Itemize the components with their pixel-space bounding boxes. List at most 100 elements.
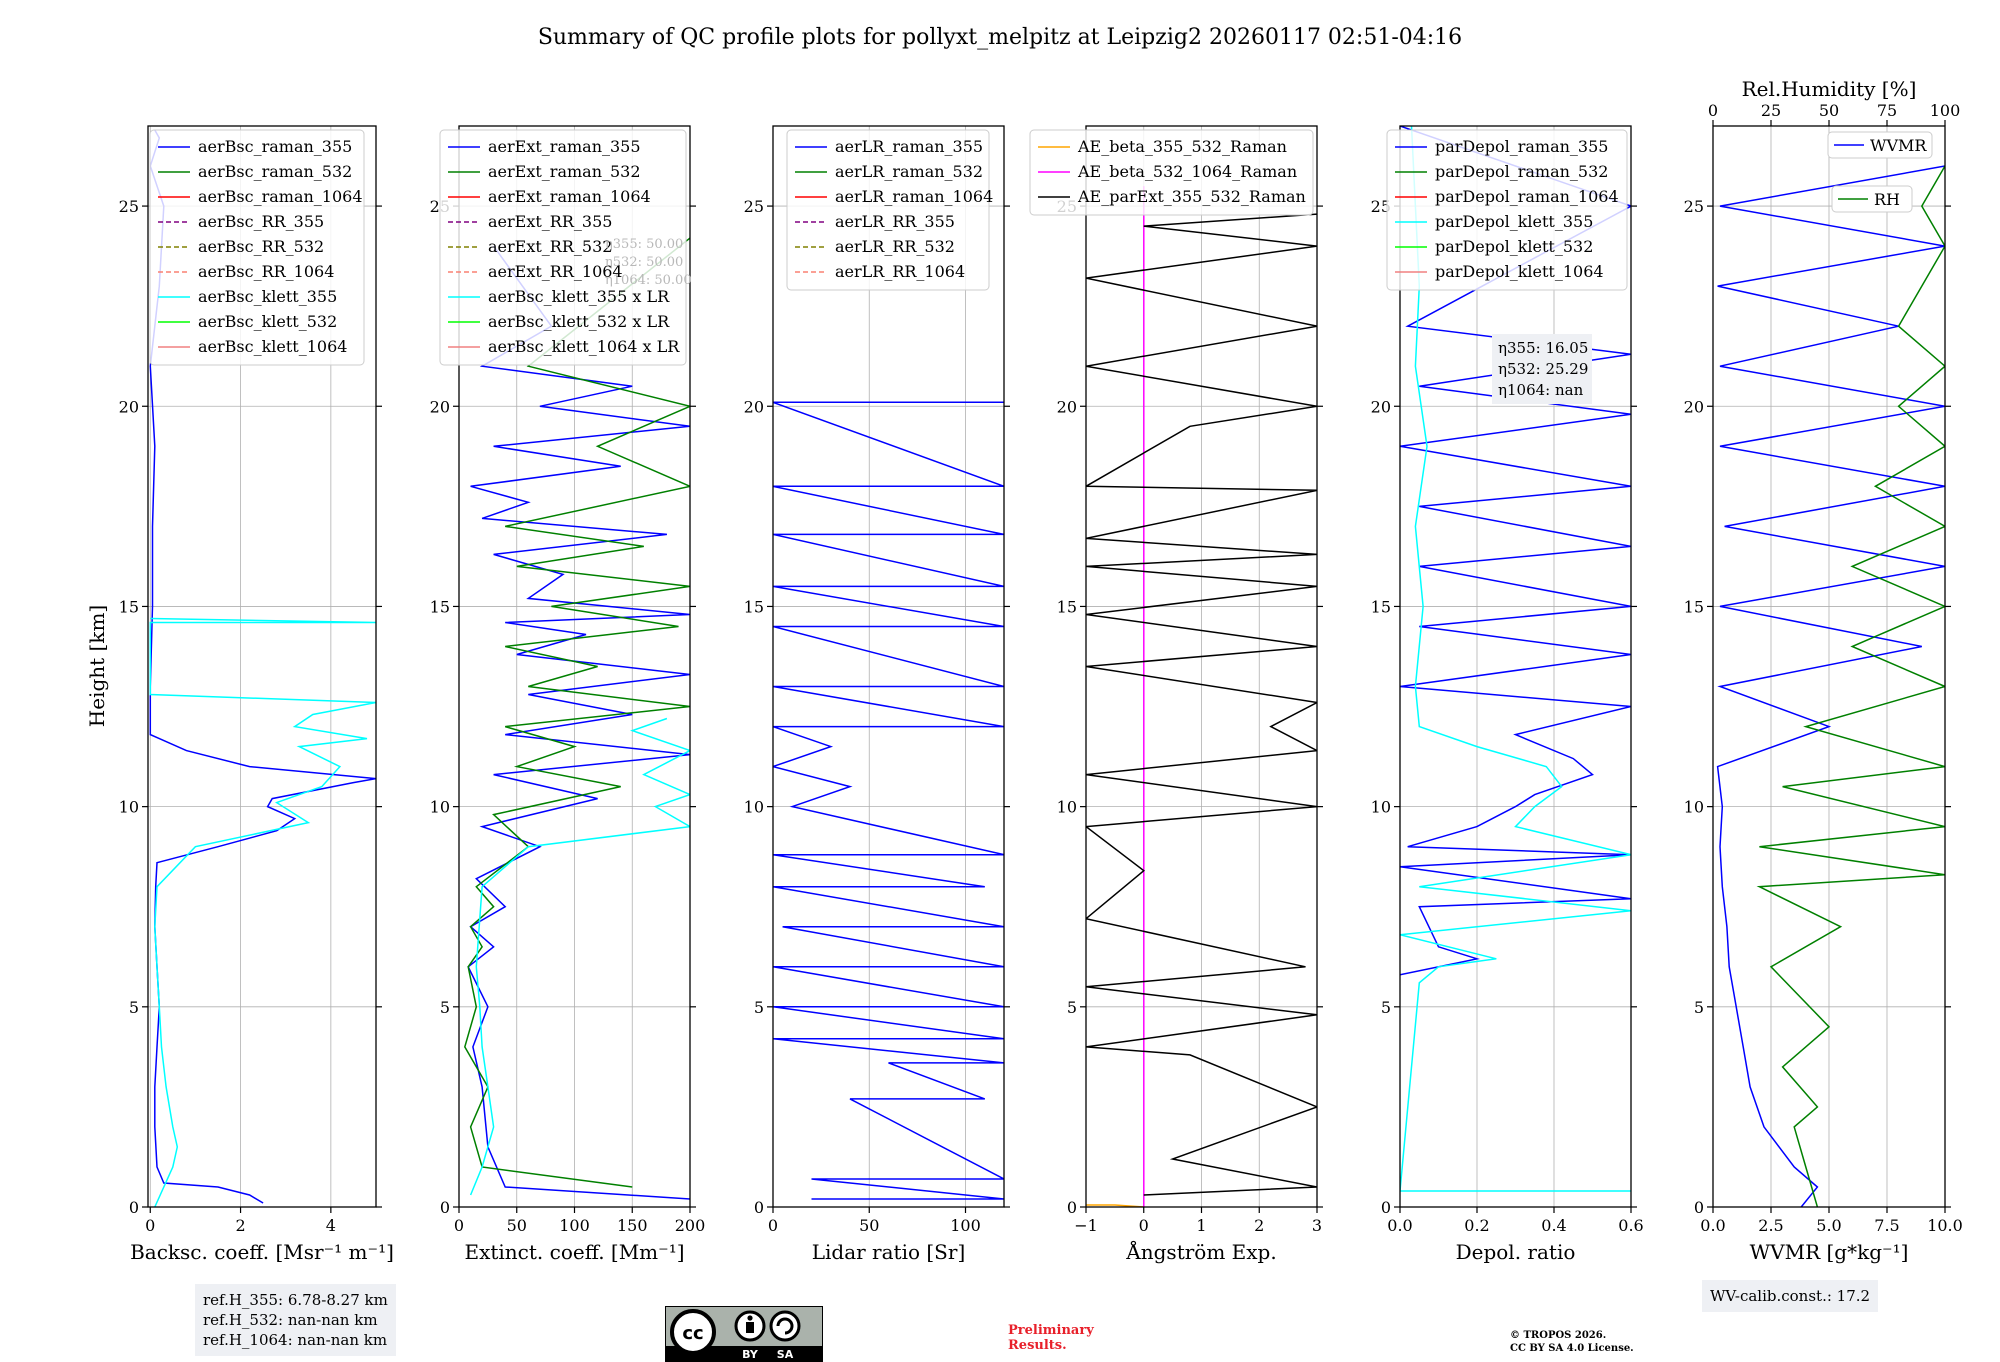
x-tick-label: 0 xyxy=(145,1216,155,1235)
legend-label: parDepol_klett_532 xyxy=(1435,237,1593,256)
legend-label: aerExt_RR_532 xyxy=(488,237,612,256)
eta-faded-line: η532: 50.00 xyxy=(605,255,683,270)
by-label: BY xyxy=(742,1348,759,1361)
series-aerlr-raman-355 xyxy=(773,401,1004,1200)
series-aerext-raman-532 xyxy=(463,237,690,1188)
y-tick-label: 15 xyxy=(1684,597,1704,616)
reference-height-box: ref.H_355: 6.78-8.27 km ref.H_532: nan-n… xyxy=(195,1284,396,1356)
legend-label: aerLR_raman_1064 xyxy=(835,187,993,206)
legend-label: aerLR_raman_532 xyxy=(835,162,983,181)
x-tick-label: 0 xyxy=(454,1216,464,1235)
series-aerbsc-klett-355 xyxy=(149,617,376,1207)
y-tick-label: 10 xyxy=(1684,798,1704,817)
legend-label: parDepol_raman_532 xyxy=(1435,162,1608,181)
legend-label: RH xyxy=(1874,190,1900,209)
y-tick-label: 10 xyxy=(119,798,139,817)
top-axis-label: Rel.Humidity [%] xyxy=(1742,77,1917,101)
legend-box xyxy=(439,129,687,366)
cc-glyph: cc xyxy=(682,1323,703,1344)
preliminary-line-1: Preliminary xyxy=(1008,1323,1094,1338)
x-tick-label: 50 xyxy=(859,1216,879,1235)
x-tick-label: 2 xyxy=(235,1216,245,1235)
x-tick-label: 2 xyxy=(1254,1216,1264,1235)
top-x-tick-label: 25 xyxy=(1761,101,1781,120)
legend-label: parDepol_raman_1064 xyxy=(1435,187,1619,206)
y-tick-label: 5 xyxy=(1694,998,1704,1017)
y-tick-label: 20 xyxy=(1371,397,1391,416)
x-axis-label: Ångström Exp. xyxy=(1125,1239,1276,1264)
y-tick-label: 10 xyxy=(744,798,764,817)
eta-line: η532: 25.29 xyxy=(1498,360,1588,378)
x-tick-label: 0 xyxy=(1139,1216,1149,1235)
top-x-tick-label: 100 xyxy=(1930,101,1961,120)
series-ae-parext-355-532-raman xyxy=(1086,213,1317,1196)
top-x-tick-label: 75 xyxy=(1877,101,1897,120)
legend-label: aerBsc_raman_532 xyxy=(198,162,352,181)
legend-label: aerBsc_RR_532 xyxy=(198,237,324,256)
eta-faded-line: η1064: 50.00 xyxy=(605,273,692,288)
y-tick-label: 5 xyxy=(440,998,450,1017)
wv-calibration-box: WV-calib.const.: 17.2 xyxy=(1702,1280,1879,1312)
x-axis-label: Depol. ratio xyxy=(1456,1240,1576,1264)
series-pardepol-klett-355 xyxy=(1400,126,1631,1192)
x-tick-label: 2.5 xyxy=(1758,1216,1783,1235)
legend-box xyxy=(1386,129,1628,291)
legend-label: aerBsc_klett_532 xyxy=(198,312,337,331)
y-tick-label: 15 xyxy=(119,597,139,616)
series-pardepol-raman-355 xyxy=(1400,126,1631,976)
y-tick-label: 0 xyxy=(129,1198,139,1217)
figure-title: Summary of QC profile plots for pollyxt_… xyxy=(538,25,1462,50)
y-tick-label: 0 xyxy=(1381,1198,1391,1217)
y-tick-label: 10 xyxy=(1057,798,1077,817)
x-tick-label: 150 xyxy=(617,1216,648,1235)
copyright-line-2: CC BY SA 4.0 License. xyxy=(1510,1343,1634,1354)
legend-label: aerBsc_raman_1064 xyxy=(198,187,363,206)
series-aerbsc-raman-355 xyxy=(149,129,376,1204)
copyright-line-1: © TROPOS 2026. xyxy=(1510,1330,1607,1341)
legend-box xyxy=(1029,129,1314,216)
y-tick-label: 10 xyxy=(430,798,450,817)
legend-label: aerBsc_klett_355 x LR xyxy=(488,287,670,306)
legend-label: aerExt_raman_532 xyxy=(488,162,641,181)
x-tick-label: 100 xyxy=(950,1216,981,1235)
legend-label: aerLR_raman_355 xyxy=(835,137,983,156)
x-tick-label: 0.0 xyxy=(1700,1216,1725,1235)
legend-label: aerExt_raman_355 xyxy=(488,137,641,156)
x-axis-label: Backsc. coeff. [Msr⁻¹ m⁻¹] xyxy=(130,1240,394,1264)
x-tick-label: 100 xyxy=(559,1216,590,1235)
y-tick-label: 0 xyxy=(440,1198,450,1217)
x-tick-label: 0.0 xyxy=(1387,1216,1412,1235)
ref-height-1064: ref.H_1064: nan-nan km xyxy=(203,1331,388,1349)
axes-frame xyxy=(1399,125,1632,1208)
legend-label: parDepol_raman_355 xyxy=(1435,137,1608,156)
x-tick-label: 1 xyxy=(1196,1216,1206,1235)
y-tick-label: 25 xyxy=(119,197,139,216)
legend-box xyxy=(149,129,365,366)
y-tick-label: 15 xyxy=(1057,597,1077,616)
top-x-tick-label: 50 xyxy=(1819,101,1839,120)
legend-label: aerBsc_klett_532 x LR xyxy=(488,312,670,331)
x-tick-label: 200 xyxy=(675,1216,706,1235)
panel-lidar_ratio: 0 5 10 15 20 25 0 50 100 Lidar ratio [Sr] aerLR_ra… xyxy=(744,125,1010,1264)
copyright-note: © TROPOS 2026. CC BY SA 4.0 License. xyxy=(1510,1329,1634,1355)
legend-label: aerBsc_klett_1064 x LR xyxy=(488,337,680,356)
legend-label: AE_parExt_355_532_Raman xyxy=(1077,187,1306,206)
series-aerbsc-klett-355-x-lr xyxy=(469,717,690,1196)
x-tick-label: 0.6 xyxy=(1618,1216,1643,1235)
legend-label: aerBsc_raman_355 xyxy=(198,137,352,156)
legend-box xyxy=(1827,131,1933,159)
series-ae-beta-355-532-raman xyxy=(1086,1204,1144,1207)
x-tick-label: −1 xyxy=(1074,1216,1098,1235)
y-tick-label: 5 xyxy=(1067,998,1077,1017)
x-axis-label: WVMR [g*kg⁻¹] xyxy=(1750,1240,1909,1264)
cc-icon xyxy=(670,1309,716,1355)
eta-box xyxy=(1492,334,1592,404)
wv-calibration-constant: WV-calib.const.: 17.2 xyxy=(1710,1287,1871,1305)
axes-frame xyxy=(772,125,1005,1208)
y-tick-label: 15 xyxy=(744,597,764,616)
panel-extinction: 0510152025050100150200Extinct. coeff. [M… xyxy=(430,125,706,1264)
panel-backscatter: 0 5 10 15 20 25 0 2 4 Backsc. coeff. [Msr⁻¹ m⁻¹] a… xyxy=(119,125,394,1264)
legend-box xyxy=(1831,185,1913,213)
y-tick-label: 0 xyxy=(1067,1198,1077,1217)
